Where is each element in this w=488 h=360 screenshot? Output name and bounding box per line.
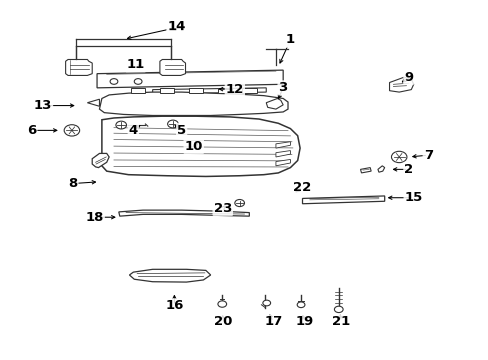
- Polygon shape: [275, 150, 290, 157]
- Circle shape: [167, 120, 178, 128]
- Circle shape: [297, 302, 305, 307]
- Polygon shape: [131, 88, 145, 93]
- Circle shape: [64, 125, 80, 136]
- Text: 9: 9: [404, 71, 412, 84]
- Polygon shape: [302, 196, 384, 204]
- Polygon shape: [275, 159, 290, 166]
- Polygon shape: [92, 153, 109, 168]
- Text: 23: 23: [213, 202, 231, 215]
- Text: 2: 2: [404, 163, 412, 176]
- Text: 17: 17: [264, 315, 282, 328]
- Text: 5: 5: [177, 124, 186, 137]
- Text: 19: 19: [295, 315, 313, 328]
- Polygon shape: [218, 88, 232, 93]
- Polygon shape: [99, 92, 287, 116]
- Polygon shape: [377, 166, 384, 172]
- Polygon shape: [160, 88, 174, 93]
- Text: 10: 10: [184, 140, 203, 153]
- Circle shape: [134, 78, 142, 84]
- Circle shape: [263, 300, 270, 306]
- Text: 12: 12: [225, 83, 244, 96]
- Polygon shape: [152, 88, 265, 94]
- Circle shape: [218, 301, 226, 307]
- Polygon shape: [275, 142, 290, 148]
- Text: 21: 21: [331, 315, 349, 328]
- Text: 20: 20: [213, 315, 231, 328]
- Text: 13: 13: [34, 99, 52, 112]
- Polygon shape: [129, 269, 210, 282]
- Polygon shape: [119, 210, 249, 216]
- Text: 7: 7: [423, 149, 432, 162]
- Text: 8: 8: [68, 177, 77, 190]
- Polygon shape: [65, 59, 92, 76]
- Text: 22: 22: [293, 181, 311, 194]
- Text: 1: 1: [285, 33, 294, 46]
- Polygon shape: [188, 88, 203, 93]
- Circle shape: [116, 121, 126, 129]
- Text: 4: 4: [128, 124, 138, 137]
- Circle shape: [234, 199, 244, 207]
- Text: 14: 14: [167, 20, 185, 33]
- Polygon shape: [242, 88, 256, 93]
- Circle shape: [391, 151, 406, 163]
- Text: 18: 18: [85, 211, 103, 224]
- Text: 1: 1: [285, 33, 294, 46]
- Text: 16: 16: [165, 299, 183, 312]
- Circle shape: [110, 78, 118, 84]
- Polygon shape: [97, 70, 283, 88]
- Polygon shape: [265, 99, 283, 109]
- Polygon shape: [360, 168, 370, 173]
- Text: 3: 3: [278, 81, 287, 94]
- Polygon shape: [102, 116, 300, 176]
- Polygon shape: [87, 99, 99, 106]
- Polygon shape: [389, 77, 413, 92]
- Text: 11: 11: [126, 58, 144, 71]
- Text: 6: 6: [27, 124, 36, 137]
- Circle shape: [334, 306, 343, 312]
- Text: 14: 14: [167, 21, 185, 34]
- Text: 15: 15: [404, 191, 422, 204]
- Polygon shape: [160, 59, 185, 76]
